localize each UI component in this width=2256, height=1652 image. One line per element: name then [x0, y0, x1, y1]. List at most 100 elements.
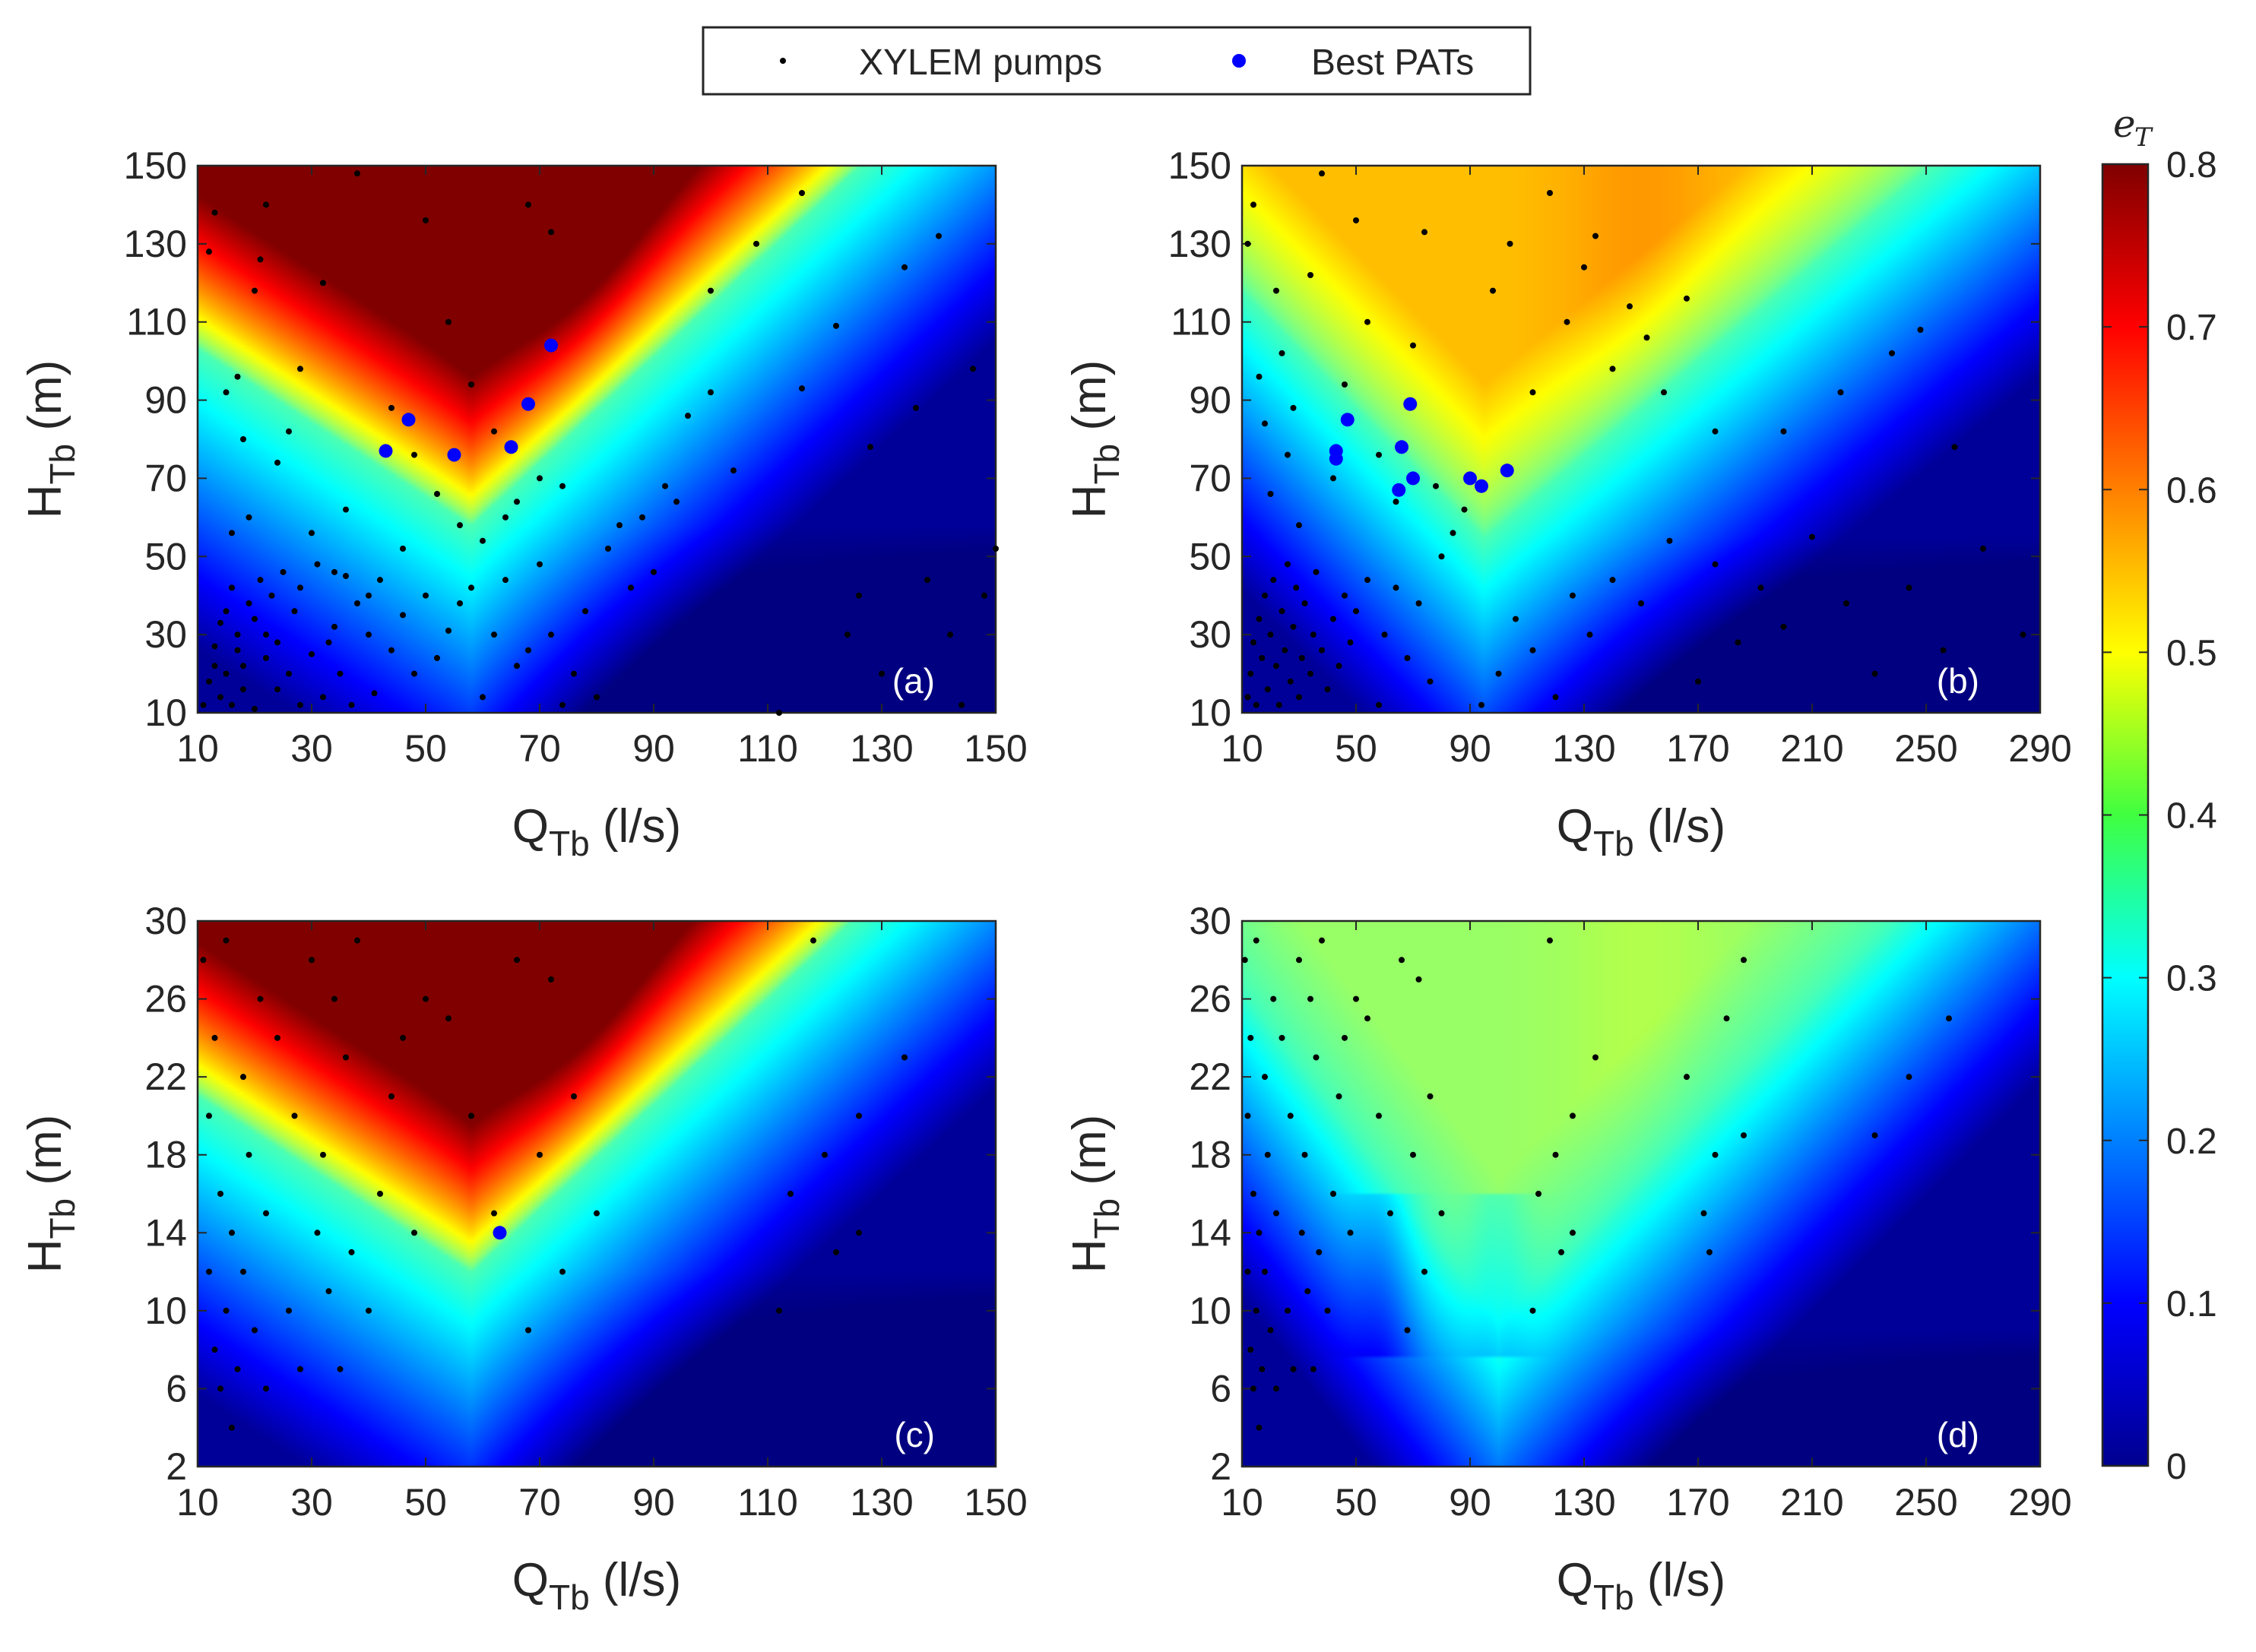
xylem-pump-point — [1244, 1268, 1251, 1275]
xylem-pump-point — [993, 546, 999, 552]
xylem-pump-point — [400, 1034, 406, 1041]
xylem-pump-point — [867, 444, 873, 451]
xylem-pump-point — [240, 686, 246, 693]
xylem-pump-point — [1319, 647, 1325, 654]
xylem-pump-point — [445, 1015, 452, 1022]
xylem-pump-point — [1273, 287, 1279, 294]
xylem-pump-point — [502, 514, 509, 521]
xylem-pump-point — [1837, 389, 1844, 396]
xylem-pump-point — [331, 995, 337, 1002]
xylem-pump-point — [1376, 701, 1382, 708]
panel-label: (d) — [1937, 1415, 1979, 1454]
y-tick-label: 10 — [144, 691, 187, 734]
xylem-pump-point — [605, 546, 611, 552]
xylem-pump-point — [246, 600, 252, 606]
colorbar-tick-label: 0.2 — [2166, 1122, 2217, 1162]
xylem-pump-point — [1558, 1248, 1564, 1255]
xylem-pump-point — [240, 663, 246, 669]
xylem-pump-point — [1843, 600, 1849, 606]
xylem-pump-point — [1301, 1151, 1308, 1158]
xylem-pump-point — [1273, 663, 1279, 669]
xylem-pump-point — [286, 428, 292, 435]
x-axis-label-unit: (l/s) — [590, 1554, 682, 1606]
xylem-pump-point — [1296, 522, 1302, 529]
xylem-pump-point — [1279, 1034, 1285, 1041]
xylem-pump-point — [331, 568, 337, 575]
xylem-pump-point — [1592, 233, 1599, 239]
x-tick-label: 10 — [176, 1481, 219, 1524]
xylem-pump-point — [548, 229, 554, 236]
x-tick-label: 70 — [518, 727, 561, 770]
y-tick-label: 30 — [144, 900, 187, 942]
y-tick-label: 130 — [1168, 223, 1231, 265]
legend-marker-best-pats — [1232, 54, 1246, 68]
xylem-pump-point — [1262, 1268, 1268, 1275]
xylem-pump-point — [594, 694, 600, 701]
xylem-pump-point — [1438, 1210, 1445, 1217]
x-tick-label: 130 — [850, 1481, 913, 1524]
x-tick-label: 50 — [404, 727, 447, 770]
xylem-pump-point — [1529, 647, 1536, 654]
x-axis-label-main: Q — [1557, 800, 1593, 853]
xylem-pump-point — [337, 1366, 344, 1372]
xylem-pump-point — [1290, 404, 1297, 411]
xylem-pump-point — [366, 631, 372, 638]
xylem-pump-point — [343, 506, 349, 513]
xylem-pump-point — [856, 1112, 862, 1119]
xylem-pump-point — [325, 1288, 332, 1295]
xylem-pump-point — [263, 201, 269, 208]
x-tick-label: 90 — [1449, 727, 1491, 770]
x-tick-label: 10 — [1221, 1481, 1263, 1524]
xylem-pump-point — [445, 628, 452, 634]
x-tick-label: 210 — [1780, 727, 1843, 770]
xylem-pump-point — [1552, 1151, 1559, 1158]
xylem-pump-point — [1310, 631, 1317, 638]
best-pat-point — [1340, 413, 1355, 427]
y-tick-label: 14 — [1189, 1211, 1231, 1254]
xylem-pump-point — [331, 623, 337, 630]
xylem-pump-point — [297, 366, 303, 372]
xylem-pump-point — [1427, 1093, 1434, 1100]
xylem-pump-point — [1262, 420, 1268, 427]
xylem-pump-point — [223, 937, 230, 944]
xylem-pump-point — [286, 670, 292, 677]
xylem-pump-point — [1313, 1054, 1320, 1061]
xylem-pump-point — [525, 201, 531, 208]
xylem-pump-point — [1262, 592, 1268, 599]
y-axis-label: HTb (m) — [1063, 1115, 1126, 1274]
x-tick-label: 30 — [290, 1481, 333, 1524]
xylem-pump-point — [388, 1093, 394, 1100]
xylem-pump-point — [1290, 623, 1297, 630]
xylem-pump-point — [799, 190, 805, 196]
xylem-pump-point — [348, 1248, 355, 1255]
xylem-pump-point — [309, 957, 315, 964]
xylem-pump-point — [217, 1385, 223, 1392]
xylem-pump-point — [776, 1307, 782, 1314]
y-tick-label: 130 — [124, 223, 187, 265]
xylem-pump-point — [1917, 327, 1924, 333]
xylem-pump-point — [223, 608, 230, 615]
xylem-pump-point — [211, 1347, 218, 1353]
xylem-pump-point — [200, 957, 207, 964]
xylem-pump-point — [913, 404, 919, 411]
y-tick-label: 10 — [1189, 1290, 1231, 1332]
xylem-pump-point — [337, 670, 344, 677]
xylem-pump-point — [1570, 1230, 1576, 1236]
x-tick-label: 10 — [1221, 727, 1263, 770]
xylem-pump-point — [354, 937, 360, 944]
xylem-pump-point — [1324, 1307, 1331, 1314]
heatmap-surface — [1242, 921, 2040, 1467]
xylem-pump-point — [833, 1248, 839, 1255]
xylem-pump-point — [1450, 530, 1456, 536]
colorbar-tick-label: 0.8 — [2166, 145, 2217, 185]
xylem-pump-point — [1250, 201, 1256, 208]
colorbar-ticks: 0 0.1 0.2 0.3 0.4 0.5 0.6 0.7 0.8 — [2102, 145, 2217, 1487]
y-axis-label-unit: (m) — [19, 1115, 71, 1198]
xylem-pump-point — [1757, 584, 1764, 591]
y-axis-label-main: H — [1063, 485, 1116, 519]
xylem-pump-point — [274, 686, 280, 693]
x-tick-label: 90 — [632, 727, 675, 770]
xylem-pump-point — [1353, 217, 1359, 223]
xylem-pump-point — [229, 1424, 235, 1431]
colorbar-tick-label: 0.5 — [2166, 633, 2217, 673]
